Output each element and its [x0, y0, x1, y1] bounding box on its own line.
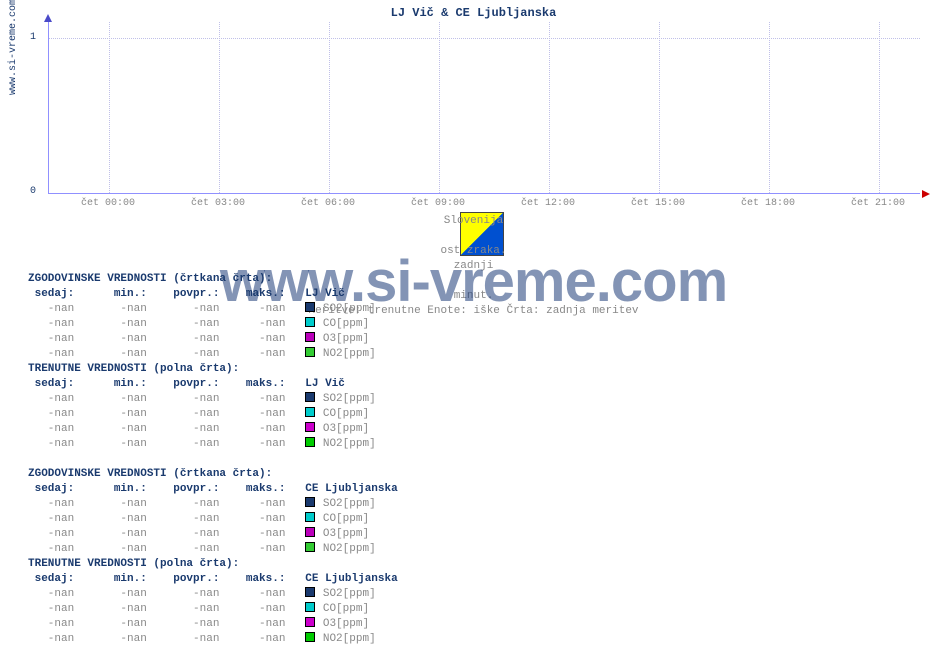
parameter-label: CO[ppm] — [323, 408, 369, 420]
table-row: -nan -nan -nan -nan SO2[ppm] — [28, 392, 398, 407]
station-name: CE Ljubljanska — [305, 483, 397, 495]
series-marker-icon — [305, 317, 315, 327]
parameter-label: NO2[ppm] — [323, 633, 376, 645]
series-marker-icon — [305, 302, 315, 312]
parameter-label: NO2[ppm] — [323, 543, 376, 555]
x-tick: čet 00:00 — [81, 198, 135, 209]
series-marker-icon — [305, 392, 315, 402]
table-row: -nan -nan -nan -nan CO[ppm] — [28, 317, 398, 332]
parameter-label: O3[ppm] — [323, 333, 369, 345]
table-section-heading: TRENUTNE VREDNOSTI (polna črta): — [28, 363, 239, 375]
x-tick: čet 03:00 — [191, 198, 245, 209]
table-row: -nan -nan -nan -nan SO2[ppm] — [28, 302, 398, 317]
x-tick: čet 09:00 — [411, 198, 465, 209]
table-section-heading: ZGODOVINSKE VREDNOSTI (črtkana črta): — [28, 273, 272, 285]
station-name: LJ Vič — [305, 288, 345, 300]
series-marker-icon — [305, 497, 315, 507]
x-tick: čet 21:00 — [851, 198, 905, 209]
x-tick: čet 06:00 — [301, 198, 355, 209]
series-marker-icon — [305, 437, 315, 447]
x-tick: čet 12:00 — [521, 198, 575, 209]
parameter-label: O3[ppm] — [323, 528, 369, 540]
series-marker-icon — [305, 512, 315, 522]
chart-title: LJ Vič & CE Ljubljanska — [0, 6, 947, 20]
table-row: -nan -nan -nan -nan NO2[ppm] — [28, 542, 398, 557]
chart-plot-area — [48, 22, 920, 194]
series-marker-icon — [305, 632, 315, 642]
table-section-heading: ZGODOVINSKE VREDNOSTI (črtkana črta): — [28, 468, 272, 480]
parameter-label: CO[ppm] — [323, 603, 369, 615]
series-marker-icon — [305, 422, 315, 432]
data-tables: ZGODOVINSKE VREDNOSTI (črtkana črta): se… — [28, 272, 398, 647]
table-row: -nan -nan -nan -nan O3[ppm] — [28, 527, 398, 542]
table-row: -nan -nan -nan -nan CO[ppm] — [28, 407, 398, 422]
parameter-label: CO[ppm] — [323, 513, 369, 525]
station-name: CE Ljubljanska — [305, 573, 397, 585]
station-name: LJ Vič — [305, 378, 345, 390]
parameter-label: CO[ppm] — [323, 318, 369, 330]
parameter-label: O3[ppm] — [323, 618, 369, 630]
parameter-label: NO2[ppm] — [323, 348, 376, 360]
series-marker-icon — [305, 587, 315, 597]
y-axis-arrow-icon — [44, 14, 52, 22]
parameter-label: O3[ppm] — [323, 423, 369, 435]
series-marker-icon — [305, 602, 315, 612]
table-row: -nan -nan -nan -nan NO2[ppm] — [28, 437, 398, 452]
parameter-label: SO2[ppm] — [323, 498, 376, 510]
table-row: -nan -nan -nan -nan O3[ppm] — [28, 617, 398, 632]
table-row: -nan -nan -nan -nan SO2[ppm] — [28, 587, 398, 602]
table-section-heading: TRENUTNE VREDNOSTI (polna črta): — [28, 558, 239, 570]
y-tick-1: 1 — [30, 32, 36, 43]
table-row: -nan -nan -nan -nan NO2[ppm] — [28, 347, 398, 362]
x-axis-arrow-icon — [922, 190, 930, 198]
y-tick-0: 0 — [30, 186, 36, 197]
table-row: -nan -nan -nan -nan O3[ppm] — [28, 332, 398, 347]
series-marker-icon — [305, 617, 315, 627]
x-tick: čet 15:00 — [631, 198, 685, 209]
series-marker-icon — [305, 347, 315, 357]
table-row: -nan -nan -nan -nan CO[ppm] — [28, 512, 398, 527]
table-row: -nan -nan -nan -nan CO[ppm] — [28, 602, 398, 617]
series-marker-icon — [305, 332, 315, 342]
series-marker-icon — [305, 542, 315, 552]
series-marker-icon — [305, 527, 315, 537]
parameter-label: SO2[ppm] — [323, 588, 376, 600]
table-row: -nan -nan -nan -nan O3[ppm] — [28, 422, 398, 437]
parameter-label: NO2[ppm] — [323, 438, 376, 450]
parameter-label: SO2[ppm] — [323, 393, 376, 405]
table-row: -nan -nan -nan -nan SO2[ppm] — [28, 497, 398, 512]
x-tick: čet 18:00 — [741, 198, 795, 209]
series-marker-icon — [305, 407, 315, 417]
parameter-label: SO2[ppm] — [323, 303, 376, 315]
